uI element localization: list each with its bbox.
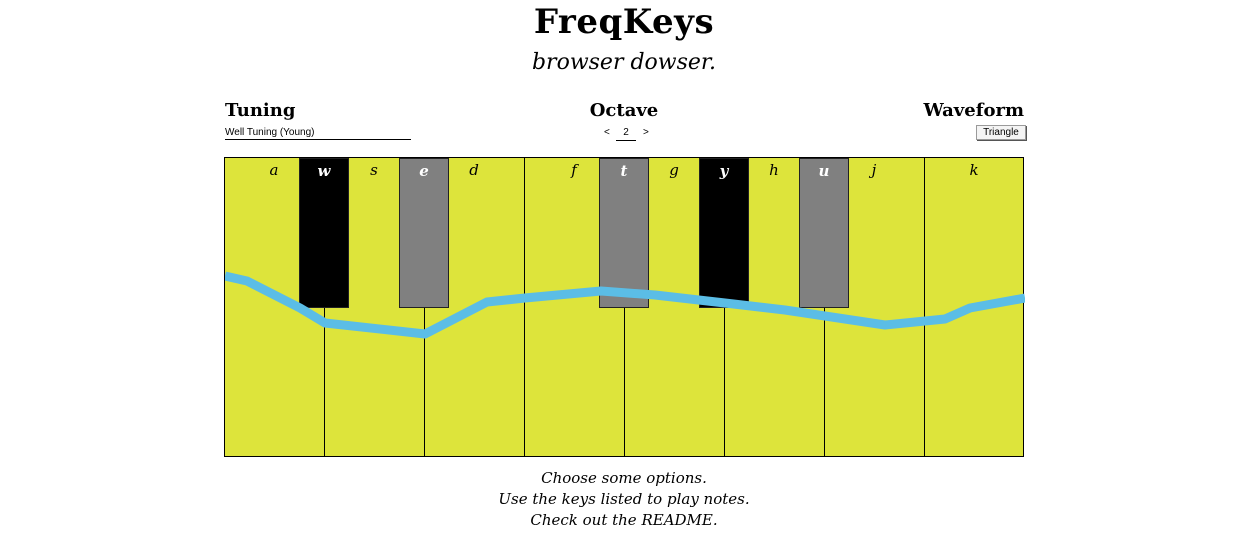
key-label: w — [317, 162, 331, 180]
instructions-line-3: Check out the README. — [0, 511, 1248, 529]
octave-increment-button[interactable]: > — [643, 127, 649, 138]
key-label: d — [469, 161, 479, 179]
readme-link[interactable]: README. — [641, 511, 718, 529]
key-label: f — [571, 161, 577, 179]
key-label: y — [719, 162, 729, 180]
octave-control: < 2 > — [600, 126, 652, 141]
white-key-k[interactable]: k — [925, 158, 1025, 456]
key-label: j — [871, 161, 877, 179]
app-subtitle: browser dowser. — [531, 50, 717, 75]
black-key-y[interactable]: y — [699, 158, 749, 308]
black-key-e[interactable]: e — [399, 158, 449, 308]
octave-value[interactable]: 2 — [616, 126, 636, 141]
waveform-select[interactable]: Triangle — [976, 125, 1026, 140]
octave-decrement-button[interactable]: < — [604, 127, 610, 138]
tuning-select[interactable]: Well Tuning (Young) — [225, 126, 411, 140]
black-key-w[interactable]: w — [299, 158, 349, 308]
instructions-line-1: Choose some options. — [541, 469, 707, 487]
key-label: g — [669, 161, 679, 179]
instructions-line-2: Use the keys listed to play notes. — [498, 490, 750, 508]
waveform-heading: Waveform — [923, 100, 1024, 121]
key-label: e — [419, 162, 429, 180]
app-title: FreqKeys — [533, 2, 715, 42]
key-label: a — [269, 161, 279, 179]
black-key-t[interactable]: t — [599, 158, 649, 308]
octave-heading: Octave — [589, 100, 659, 121]
key-label: u — [818, 162, 830, 180]
instructions-line-3-text: Check out the — [530, 511, 642, 529]
key-label: t — [620, 162, 628, 180]
key-label: h — [769, 161, 779, 179]
key-label: s — [370, 161, 378, 179]
key-label: k — [969, 161, 979, 179]
black-key-u[interactable]: u — [799, 158, 849, 308]
piano-keyboard: a s d f g h j k w e t y u — [224, 157, 1025, 457]
tuning-heading: Tuning — [225, 100, 296, 121]
